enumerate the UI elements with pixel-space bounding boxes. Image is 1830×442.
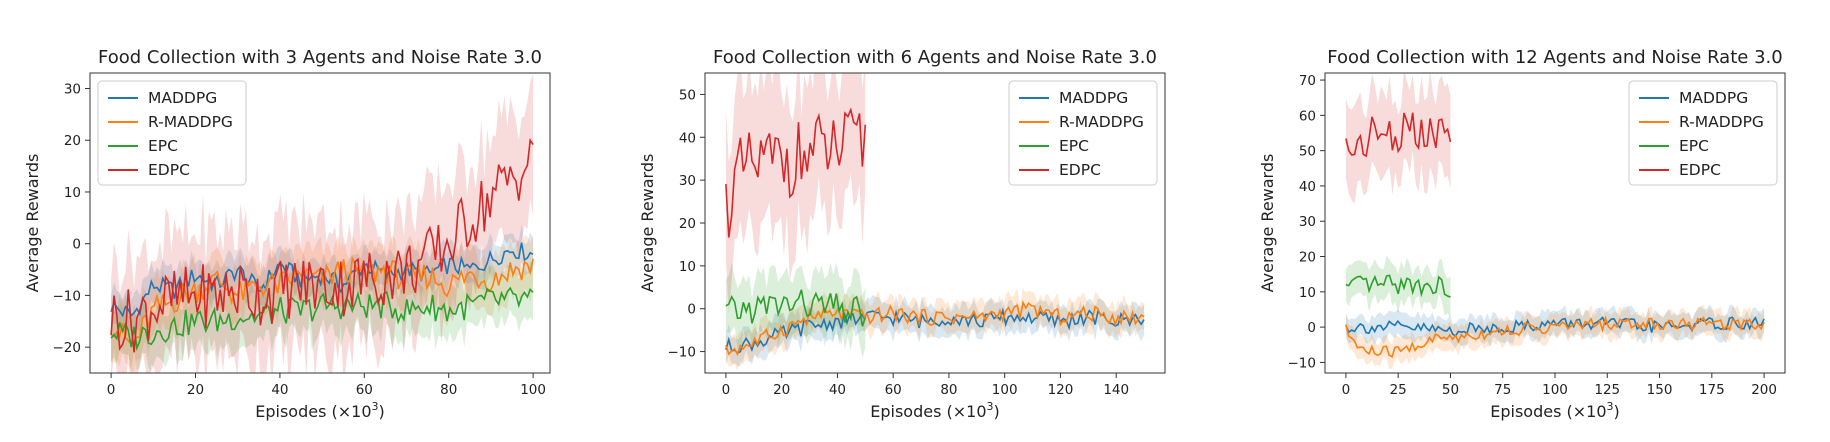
plot-area [725,73,1145,371]
series-band-epc [725,262,866,358]
series-line-epc [725,289,867,327]
y-tick-label: 20 [64,133,81,149]
legend-entry: EPC [1059,137,1089,155]
y-axis-label: Average Rewards [23,154,42,293]
x-tick-label: 175 [1699,382,1725,398]
legend-entry: MADDPG [1059,89,1128,107]
axes-frame [704,72,1166,374]
legend-entry: EPC [1679,137,1709,155]
y-tick-label: −10 [1288,355,1317,371]
x-tick-label: 60 [356,382,373,398]
y-tick-label: 40 [1299,179,1316,195]
x-tick-label: 100 [1542,382,1568,398]
y-tick-label: 30 [64,82,81,98]
y-tick-label: 10 [1299,285,1316,301]
x-tick-label: 80 [440,382,457,398]
y-tick-label: 0 [72,237,81,253]
x-tick-label: 60 [885,382,902,398]
subplot-3: Food Collection with 12 Agents and Noise… [1258,47,1786,421]
series-line-epc [1345,274,1451,298]
series-line-epc [110,286,534,352]
legend-entry: MADDPG [1679,89,1748,107]
x-tick-label: 125 [1594,382,1620,398]
x-tick-label: 20 [773,382,790,398]
legend: MADDPG R-MADDPG EPC EDPC [1008,80,1158,186]
series-band-r-maddpg [1345,304,1765,370]
series-line-edpc [110,138,534,353]
y-tick-label: 30 [679,173,696,189]
y-tick-label: 0 [687,302,696,318]
x-tick-label: 150 [1647,382,1673,398]
legend-entry: R-MADDPG [1059,113,1144,131]
legend-box [97,80,247,186]
legend-entry: EDPC [1059,161,1101,179]
legend-box [1628,80,1778,186]
series-line-edpc [1345,112,1452,158]
series-line-maddpg [725,307,1145,354]
y-tick-label: 50 [679,87,696,103]
y-tick-label: 50 [1299,144,1316,160]
x-tick-label: 140 [1103,382,1129,398]
chart-title: Food Collection with 12 Agents and Noise… [1327,47,1782,68]
series-band-epc [1345,255,1451,318]
chart-title: Food Collection with 6 Agents and Noise … [713,47,1157,68]
legend-entry: EDPC [148,161,190,179]
series-line-maddpg [1345,316,1765,338]
x-tick-label: 75 [1494,382,1511,398]
x-tick-label: 100 [520,382,546,398]
y-tick-label: 10 [64,185,81,201]
legend-entry: EPC [148,137,178,155]
x-tick-label: 0 [722,382,731,398]
x-tick-label: 20 [187,382,204,398]
series-band-edpc [725,73,866,314]
legend-entry: EDPC [1679,161,1721,179]
chart-title: Food Collection with 3 Agents and Noise … [98,47,542,68]
y-tick-label: 20 [679,216,696,232]
series-line-r-maddpg [1345,315,1765,358]
subplot-1: Food Collection with 3 Agents and Noise … [23,47,551,421]
x-tick-label: 0 [1342,382,1351,398]
legend-entry: R-MADDPG [1679,113,1764,131]
y-tick-label: 30 [1299,214,1316,230]
x-axis-label: Episodes (×103) [870,400,1000,421]
legend: MADDPG R-MADDPG EPC EDPC [1628,80,1778,186]
x-tick-label: 50 [1442,382,1459,398]
axes-frame [89,72,551,374]
y-tick-label: −10 [53,288,82,304]
x-tick-label: 80 [940,382,957,398]
x-tick-label: 0 [107,382,116,398]
y-tick-label: −20 [53,340,82,356]
x-axis-label: Episodes (×103) [255,400,385,421]
y-tick-label: 60 [1299,108,1316,124]
subplot-2: Food Collection with 6 Agents and Noise … [638,47,1166,421]
y-tick-label: 20 [1299,250,1316,266]
x-tick-label: 200 [1751,382,1777,398]
series-line-r-maddpg [725,300,1145,357]
y-tick-label: −10 [668,345,697,361]
legend: MADDPG R-MADDPG EPC EDPC [97,80,247,186]
series-band-epc [111,261,534,372]
x-axis-label: Episodes (×103) [1490,400,1620,421]
x-tick-label: 40 [829,382,846,398]
x-tick-label: 120 [1048,382,1074,398]
legend-entry: R-MADDPG [148,113,233,131]
series-line-edpc [725,107,867,238]
y-axis-label: Average Rewards [1258,154,1277,293]
y-tick-label: 10 [679,259,696,275]
y-axis-label: Average Rewards [638,154,657,293]
x-tick-label: 25 [1390,382,1407,398]
x-tick-label: 40 [271,382,288,398]
legend-box [1008,80,1158,186]
plot-area [110,73,534,373]
y-tick-label: 0 [1307,320,1316,336]
legend-entry: MADDPG [148,89,217,107]
x-tick-label: 100 [992,382,1018,398]
plot-area [1345,73,1765,370]
series-band-edpc [1345,73,1451,204]
y-tick-label: 70 [1299,73,1316,89]
y-tick-label: 40 [679,130,696,146]
axes-frame [1324,72,1786,374]
